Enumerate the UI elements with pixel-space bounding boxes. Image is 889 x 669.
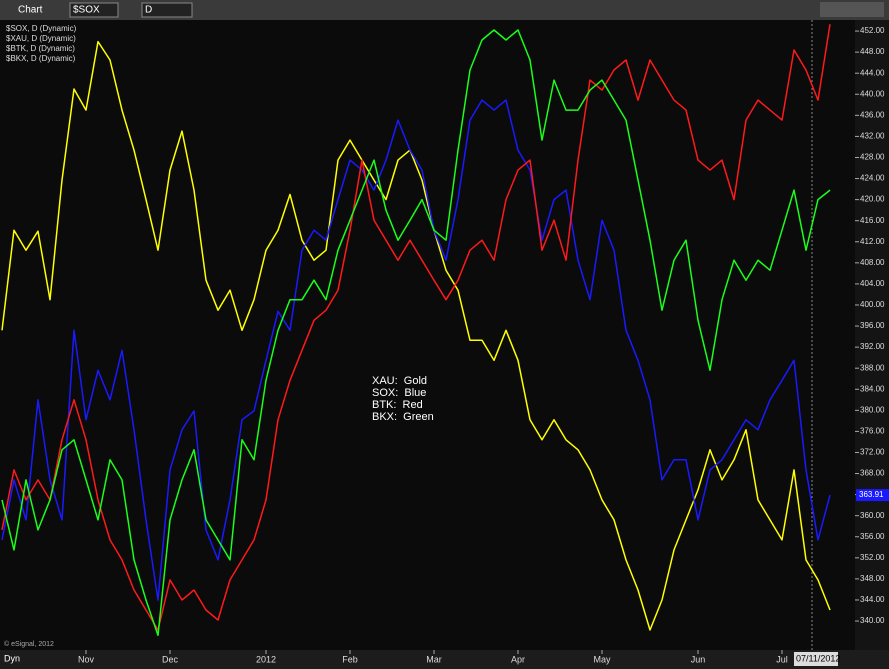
series-line [1, 29, 831, 637]
x-axis-area [0, 650, 889, 669]
y-tick-label: 384.00 [860, 384, 885, 393]
x-tick-label: Jun [691, 654, 706, 664]
y-tick-label: 392.00 [860, 342, 885, 351]
series-line [1, 24, 831, 631]
y-tick-label: 396.00 [860, 321, 885, 330]
window-buttons[interactable] [820, 2, 884, 17]
annotation: XAU: Gold [372, 375, 427, 387]
y-tick-label: 428.00 [860, 153, 885, 162]
x-tick-label: Feb [342, 654, 358, 664]
cursor-date: 07/11/2012 [796, 653, 840, 663]
x-tick-label: Mar [426, 654, 442, 664]
cursor-date-box [794, 652, 838, 666]
x-tick-label: 2012 [256, 654, 276, 664]
y-tick-label: 452.00 [860, 26, 885, 35]
interval[interactable]: D [145, 5, 152, 16]
series-line [1, 40, 831, 631]
y-tick-label: 380.00 [860, 405, 885, 414]
legend-entry: $BTK, D (Dynamic) [6, 44, 75, 53]
mode[interactable]: Dyn [4, 653, 20, 663]
legend-entry: $XAU, D (Dynamic) [6, 34, 76, 43]
window-title: Chart [18, 5, 43, 16]
y-tick-label: 348.00 [860, 574, 885, 583]
y-tick-label: 376.00 [860, 427, 885, 436]
y-tick-label: 448.00 [860, 47, 885, 56]
y-tick-label: 368.00 [860, 469, 885, 478]
y-tick-label: 352.00 [860, 553, 885, 562]
y-axis-area [855, 20, 889, 650]
interval-box[interactable] [141, 2, 193, 18]
y-tick-label: 344.00 [860, 595, 885, 604]
y-tick-label: 420.00 [860, 195, 885, 204]
annotation: BTK: Red [372, 399, 423, 411]
series-line [1, 99, 831, 601]
y-tick-label: 444.00 [860, 68, 885, 77]
y-tick-label: 424.00 [860, 174, 885, 183]
y-tick-label: 356.00 [860, 532, 885, 541]
y-tick-label: 360.00 [860, 511, 885, 520]
x-tick-label: May [593, 654, 611, 664]
symbol-box[interactable] [69, 2, 119, 18]
y-tick-label: 400.00 [860, 300, 885, 309]
symbol[interactable]: $SOX [73, 5, 100, 16]
y-tick-label: 436.00 [860, 110, 885, 119]
x-tick-label: Apr [511, 654, 525, 664]
y-tick-label: 408.00 [860, 258, 885, 267]
y-tick-label: 416.00 [860, 216, 885, 225]
y-tick-label: 388.00 [860, 363, 885, 372]
x-tick-label: Nov [78, 654, 95, 664]
copyright: © eSignal, 2012 [4, 640, 54, 648]
last-value-label: 363.91 [859, 490, 884, 499]
y-tick-label: 340.00 [860, 616, 885, 625]
legend-entry: $BKX, D (Dynamic) [6, 54, 76, 63]
plot-area [0, 20, 855, 650]
y-tick-label: 404.00 [860, 279, 885, 288]
y-tick-label: 440.00 [860, 89, 885, 98]
y-tick-label: 432.00 [860, 132, 885, 141]
last-value-box [856, 489, 889, 502]
legend-entry: $SOX, D (Dynamic) [6, 24, 77, 33]
y-tick-label: 372.00 [860, 448, 885, 457]
toolbar [0, 0, 889, 20]
annotation: BKX: Green [372, 411, 434, 423]
annotation: SOX: Blue [372, 387, 426, 399]
y-tick-label: 412.00 [860, 237, 885, 246]
x-tick-label: Dec [162, 654, 179, 664]
x-tick-label: Jul [776, 654, 788, 664]
